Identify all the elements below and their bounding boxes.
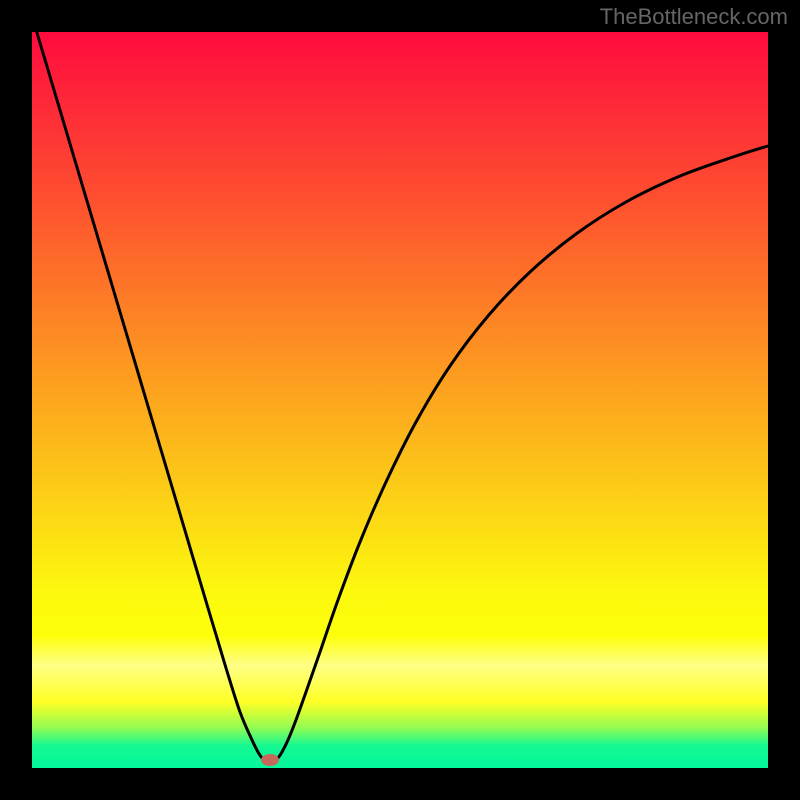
- chart-container: TheBottleneck.com: [0, 0, 800, 800]
- curve-layer: [0, 0, 800, 800]
- bottleneck-curve: [32, 16, 768, 764]
- watermark-text: TheBottleneck.com: [600, 4, 788, 30]
- minimum-marker: [261, 754, 279, 766]
